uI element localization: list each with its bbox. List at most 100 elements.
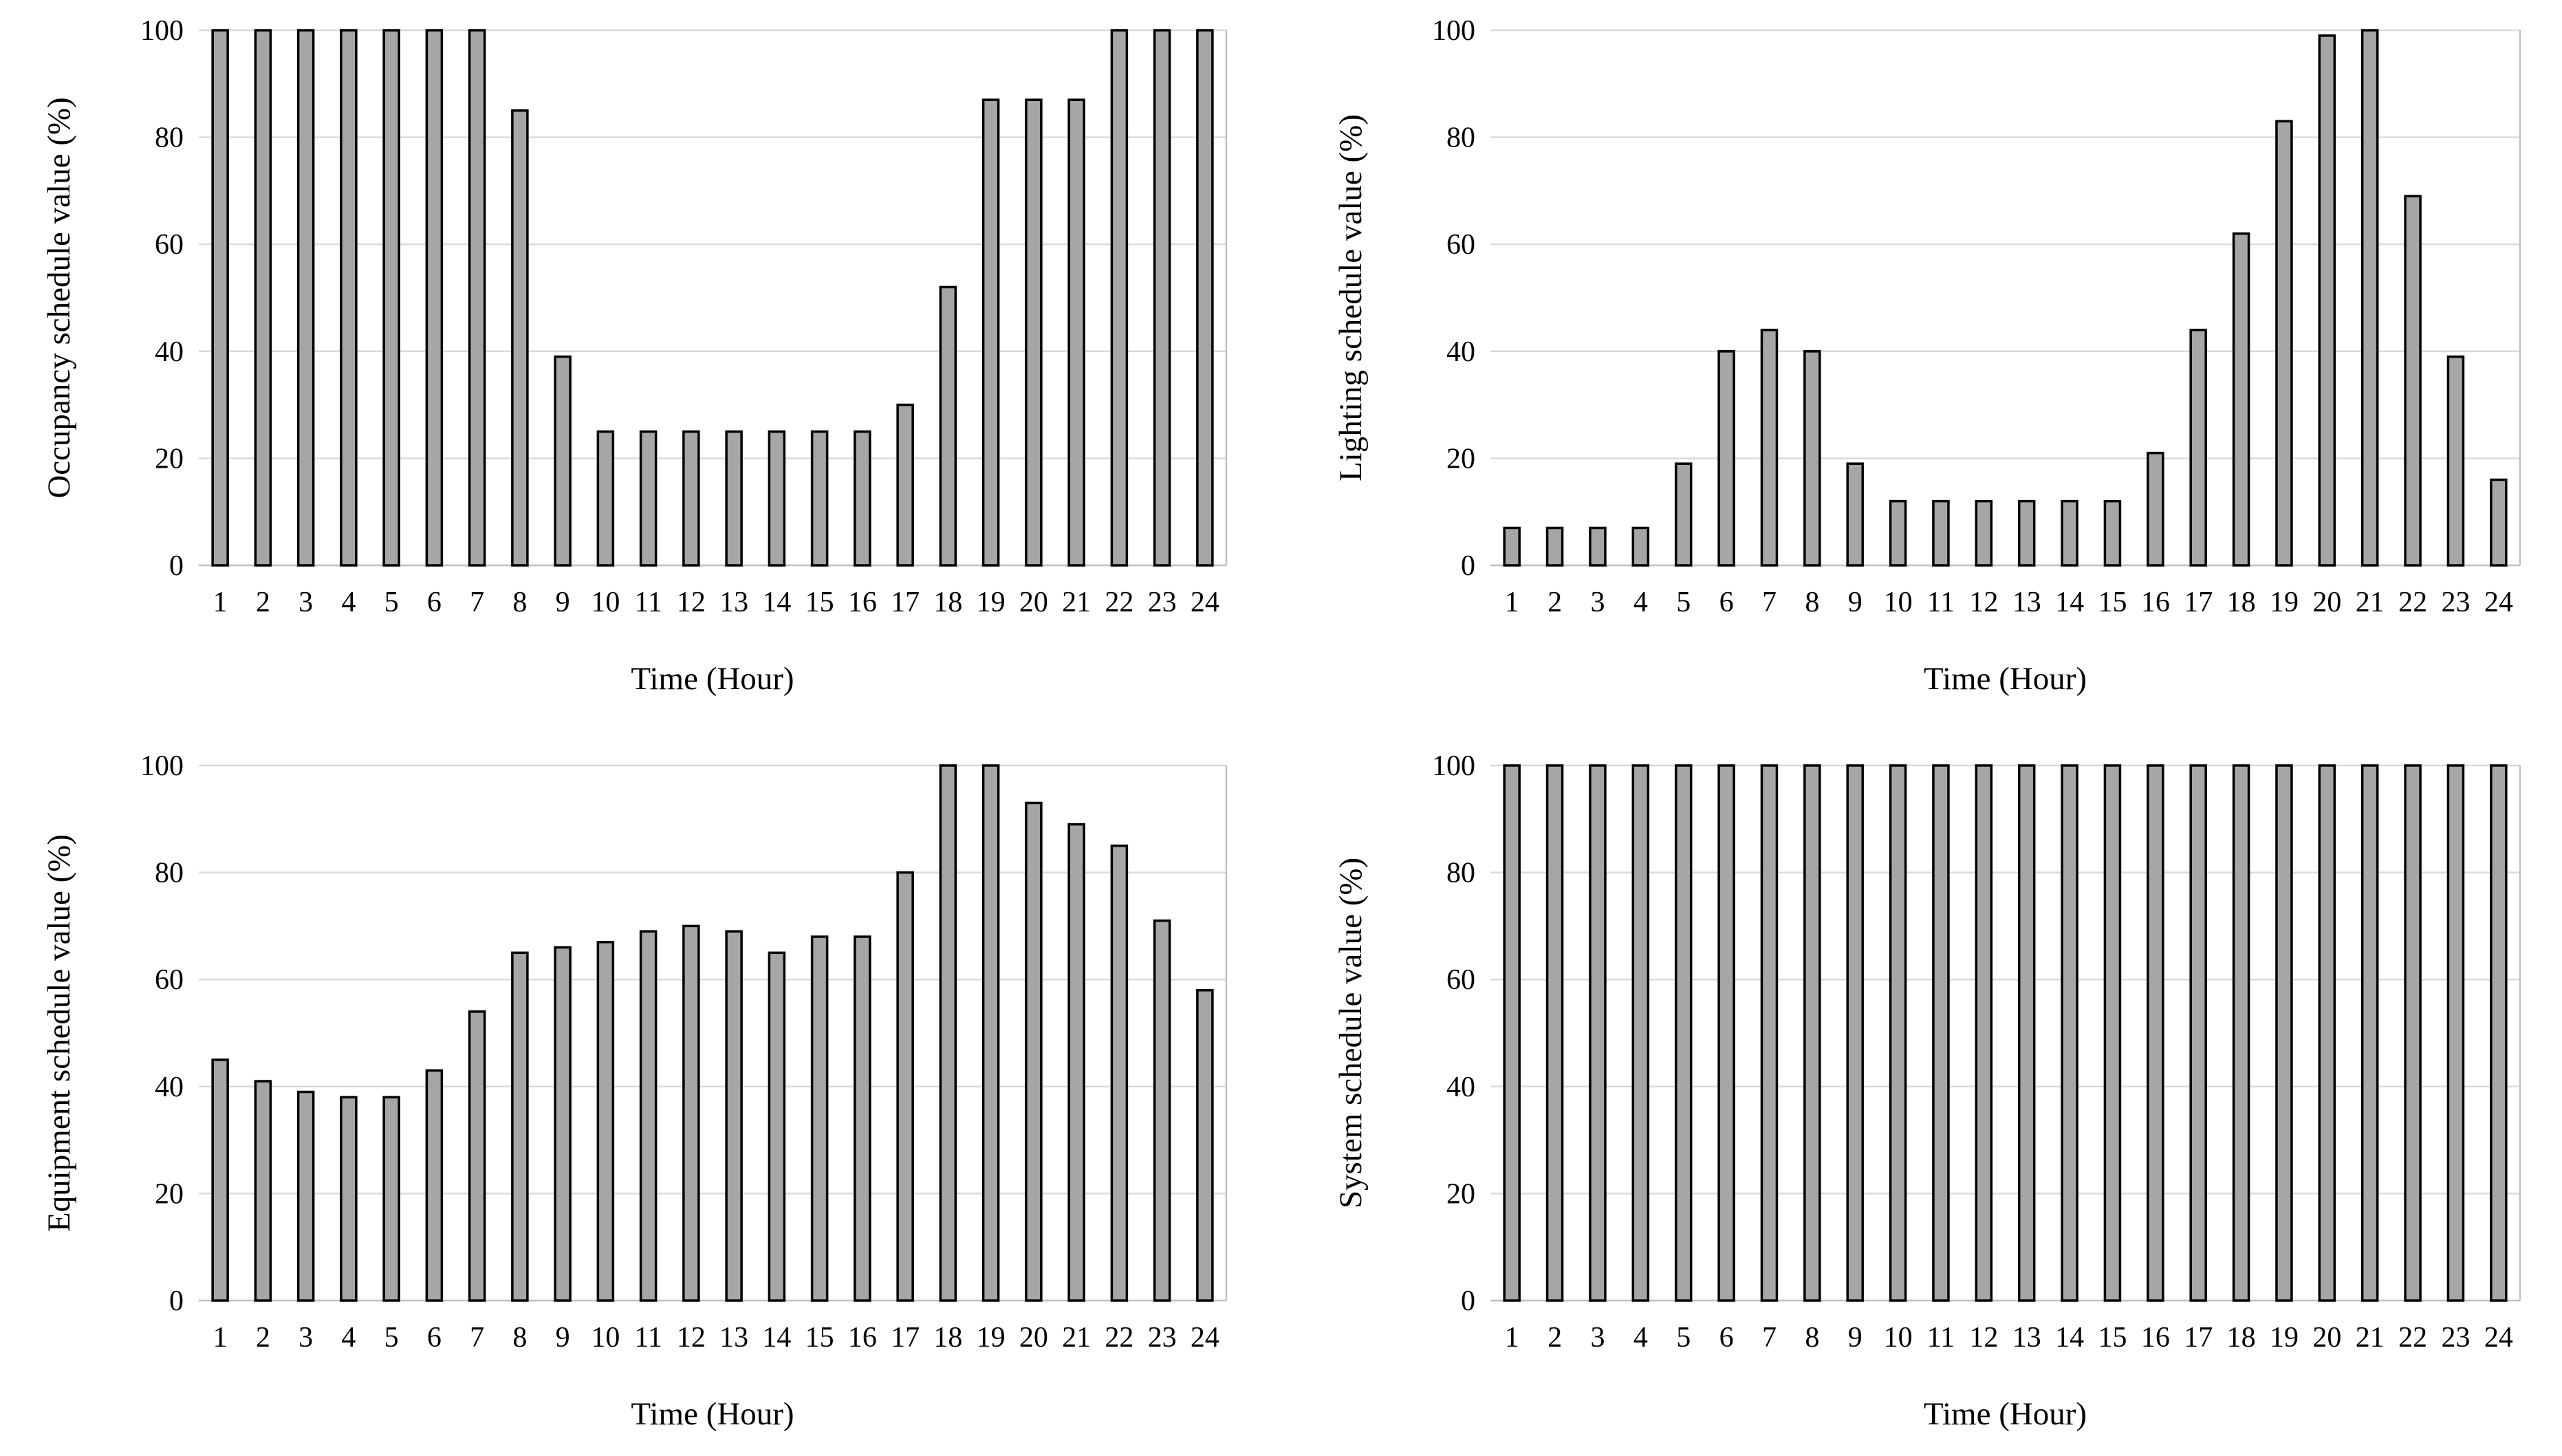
y-tick-label: 80 xyxy=(155,858,184,889)
bar-hour-11 xyxy=(1932,764,1950,1302)
x-tick-label: 3 xyxy=(298,587,313,618)
x-tick-label: 7 xyxy=(470,587,484,618)
x-tick-label: 9 xyxy=(1848,587,1863,618)
bar-hour-8 xyxy=(1803,350,1821,567)
bar-hour-9 xyxy=(554,355,572,567)
bar-hour-16 xyxy=(2147,451,2164,567)
bar-hour-12 xyxy=(682,924,700,1302)
bar-hour-2 xyxy=(1545,526,1564,567)
y-axis-title: Equipment schedule value (%) xyxy=(41,834,77,1232)
bar-hour-14 xyxy=(2061,499,2078,567)
x-tick-label: 9 xyxy=(556,587,570,618)
x-tick-label: 15 xyxy=(2098,587,2127,618)
y-tick-label: 40 xyxy=(155,1072,184,1103)
bar-hour-19 xyxy=(981,764,1000,1302)
bar-hour-7 xyxy=(468,1010,486,1302)
bar-hour-24 xyxy=(2490,478,2508,567)
bar-hour-12 xyxy=(1975,764,1993,1302)
x-tick-label: 3 xyxy=(1590,1322,1605,1354)
x-tick-label: 6 xyxy=(1719,587,1734,618)
x-tick-label: 15 xyxy=(805,587,834,618)
bar-hour-23 xyxy=(2446,764,2465,1302)
x-tick-label: 2 xyxy=(256,587,270,618)
y-tick-label: 40 xyxy=(1446,1072,1475,1103)
bar-hour-9 xyxy=(554,946,572,1302)
x-tick-label: 8 xyxy=(1805,587,1819,618)
bar-hour-18 xyxy=(939,285,957,567)
x-tick-label: 1 xyxy=(1505,1322,1519,1354)
y-tick-label: 60 xyxy=(155,229,184,261)
x-tick-label: 3 xyxy=(298,1322,313,1354)
bar-hour-21 xyxy=(2360,764,2379,1302)
bar-hour-15 xyxy=(2103,499,2122,567)
y-tick-label: 100 xyxy=(140,750,184,782)
x-tick-label: 7 xyxy=(470,1322,484,1354)
x-tick-label: 14 xyxy=(762,587,791,618)
bar-hour-13 xyxy=(725,930,743,1302)
y-tick-label: 0 xyxy=(169,550,184,582)
bar-hour-16 xyxy=(2147,764,2164,1302)
x-tick-label: 21 xyxy=(2356,1322,2385,1354)
x-tick-label: 9 xyxy=(1848,1322,1863,1354)
x-tick-label: 11 xyxy=(1927,587,1955,618)
x-tick-label: 1 xyxy=(213,1322,228,1354)
x-tick-label: 23 xyxy=(2441,1322,2470,1354)
x-tick-label: 22 xyxy=(2398,1322,2427,1354)
bar-hour-2 xyxy=(254,29,272,567)
x-tick-label: 12 xyxy=(677,587,706,618)
x-tick-label: 8 xyxy=(512,587,527,618)
x-tick-label: 6 xyxy=(427,587,442,618)
y-tick-label: 100 xyxy=(140,15,184,47)
x-tick-label: 18 xyxy=(933,587,962,618)
x-tick-label: 12 xyxy=(1969,1322,1998,1354)
x-tick-label: 13 xyxy=(719,1322,748,1354)
x-tick-label: 4 xyxy=(1633,1322,1648,1354)
x-tick-label: 19 xyxy=(2270,1322,2299,1354)
bar-hour-24 xyxy=(1196,29,1214,567)
x-tick-label: 17 xyxy=(891,1322,920,1354)
bar-hour-20 xyxy=(1025,98,1043,567)
bar-hour-12 xyxy=(682,430,700,567)
y-axis-title: Occupancy schedule value (%) xyxy=(41,97,77,498)
bar-hour-13 xyxy=(725,430,743,567)
bar-hour-1 xyxy=(211,29,229,567)
bar-hour-6 xyxy=(1717,350,1735,567)
bar-hour-17 xyxy=(2189,328,2207,567)
x-tick-label: 12 xyxy=(1969,587,1998,618)
bar-hour-23 xyxy=(1153,919,1171,1302)
x-tick-label: 24 xyxy=(2484,1322,2513,1354)
bar-hour-22 xyxy=(1110,29,1129,567)
bar-hour-13 xyxy=(2017,499,2036,567)
y-axis-title: System schedule value (%) xyxy=(1333,858,1369,1208)
x-tick-label: 11 xyxy=(634,1322,662,1354)
x-tick-label: 16 xyxy=(2141,1322,2170,1354)
x-tick-label: 10 xyxy=(1884,587,1913,618)
y-tick-label: 100 xyxy=(1432,15,1475,47)
bar-hour-23 xyxy=(1153,29,1171,567)
bar-hour-15 xyxy=(2103,764,2122,1302)
bar-hour-8 xyxy=(511,109,529,567)
bar-hour-22 xyxy=(2404,195,2422,567)
bar-hour-18 xyxy=(2232,764,2250,1302)
bar-hour-2 xyxy=(254,1080,272,1302)
bar-hour-24 xyxy=(2490,764,2508,1302)
bar-hour-3 xyxy=(1589,764,1607,1302)
x-tick-label: 20 xyxy=(1019,1322,1048,1354)
x-tick-label: 10 xyxy=(1884,1322,1913,1354)
x-tick-label: 6 xyxy=(1719,1322,1734,1354)
bar-hour-20 xyxy=(1025,801,1043,1302)
x-tick-label: 4 xyxy=(341,587,356,618)
y-tick-label: 20 xyxy=(155,1178,184,1210)
x-tick-label: 21 xyxy=(1062,1322,1091,1354)
x-tick-label: 22 xyxy=(2398,587,2427,618)
x-tick-label: 2 xyxy=(1548,587,1562,618)
bar-hour-2 xyxy=(1545,764,1564,1302)
bar-hour-19 xyxy=(2275,120,2293,567)
x-tick-label: 4 xyxy=(341,1322,356,1354)
y-tick-label: 40 xyxy=(1446,336,1475,368)
x-tick-label: 16 xyxy=(2141,587,2170,618)
bar-hour-19 xyxy=(981,98,1000,567)
bar-hour-15 xyxy=(810,430,829,567)
x-tick-label: 22 xyxy=(1105,1322,1133,1354)
